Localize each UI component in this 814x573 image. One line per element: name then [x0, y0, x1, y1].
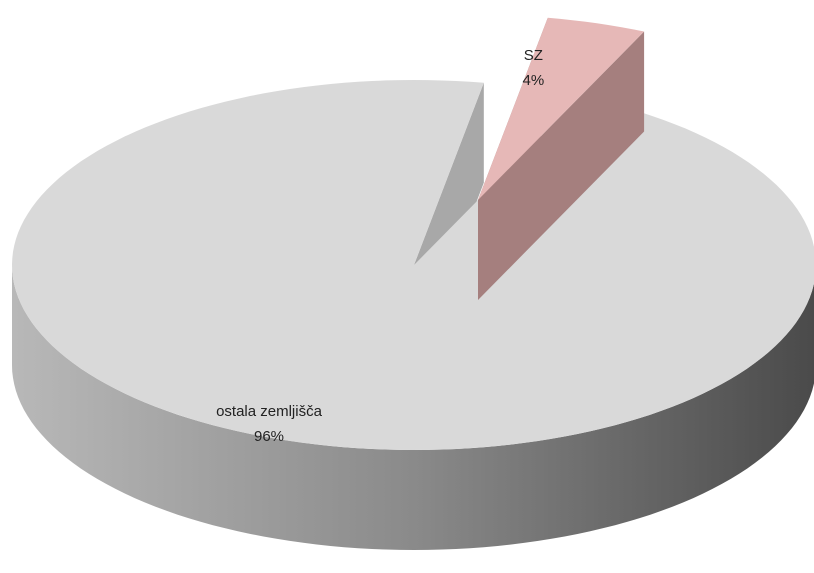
slice	[12, 80, 814, 450]
slice-value-label: 4%	[523, 72, 545, 89]
slice-value-label: 96%	[254, 428, 284, 445]
slice-edge	[478, 31, 645, 300]
slice-label: ostala zemljišča	[216, 403, 323, 420]
slice-label: SZ	[524, 47, 543, 64]
slice-side	[12, 265, 814, 550]
slice	[478, 17, 645, 200]
